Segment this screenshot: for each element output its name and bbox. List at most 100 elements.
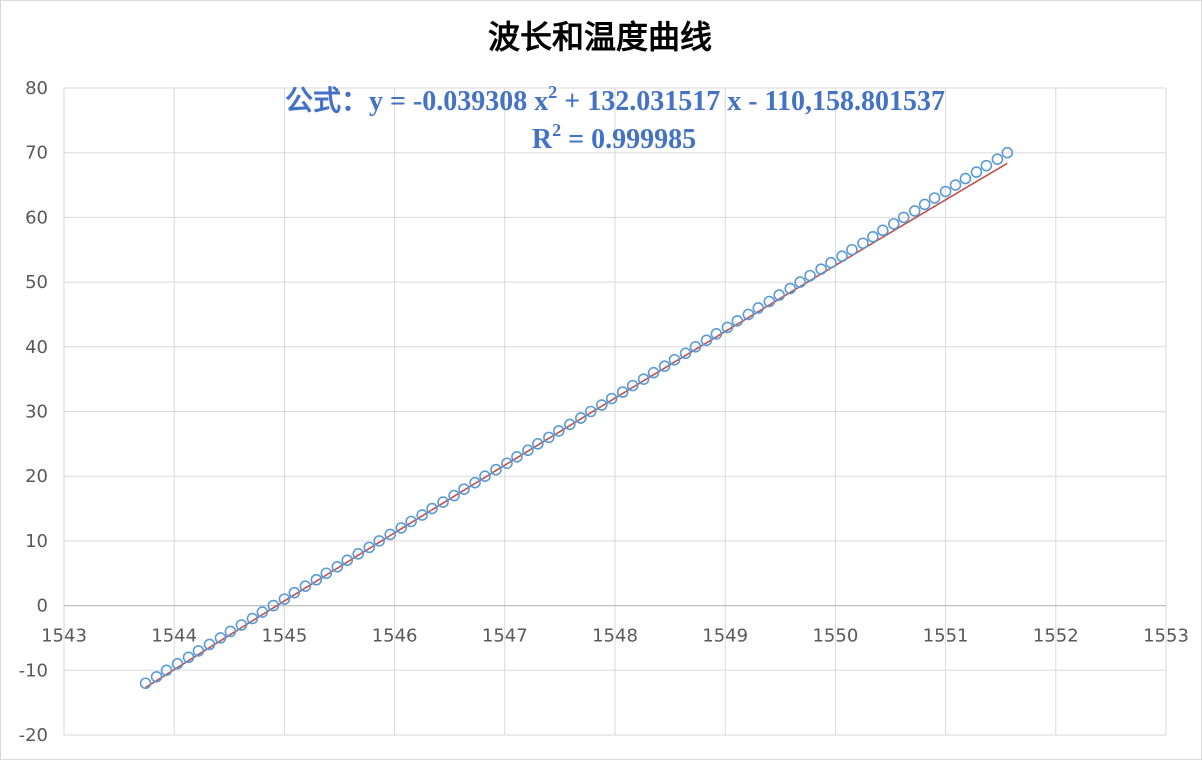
data-point — [373, 535, 385, 547]
y-tick-label: 60 — [25, 207, 48, 228]
y-tick-label: 20 — [25, 466, 48, 487]
data-point — [846, 243, 858, 256]
data-point — [267, 599, 280, 612]
data-point — [543, 431, 555, 444]
data-point — [991, 153, 1004, 165]
y-tick-label: -20 — [19, 725, 48, 746]
data-point — [575, 412, 587, 424]
data-point — [437, 496, 449, 508]
data-point — [405, 515, 417, 528]
data-point — [256, 606, 269, 618]
data-point — [637, 373, 650, 385]
data-point — [511, 450, 523, 463]
data-point — [752, 302, 765, 314]
x-tick-label: 1544 — [151, 626, 197, 647]
data-point — [235, 619, 248, 631]
data-point — [710, 328, 723, 340]
data-point — [522, 444, 534, 457]
data-point — [815, 263, 827, 275]
y-tick-labels: -20 -10 0 10 20 30 40 50 60 70 80 — [19, 78, 48, 746]
data-point — [742, 308, 755, 321]
data-point — [605, 392, 618, 405]
data-point — [908, 205, 921, 217]
data-point — [160, 664, 173, 677]
data-point — [214, 632, 227, 644]
data-point — [150, 670, 163, 683]
data-point — [341, 554, 354, 567]
data-points — [139, 146, 1014, 690]
x-tick-label: 1551 — [923, 626, 969, 647]
data-point — [171, 658, 184, 670]
data-point — [384, 528, 396, 541]
x-tick-label: 1550 — [812, 626, 858, 647]
data-point — [288, 586, 301, 599]
data-point — [182, 651, 195, 664]
data-point — [857, 237, 869, 250]
data-point — [501, 457, 513, 470]
data-point — [278, 593, 291, 605]
data-point — [490, 463, 502, 476]
equation-suffix: + 132.031517 x - 110,158.801537 — [557, 86, 945, 117]
data-point — [876, 224, 889, 237]
x-tick-label: 1543 — [41, 626, 87, 647]
x-tick-label: 1553 — [1143, 626, 1189, 647]
data-point — [1001, 146, 1014, 159]
data-point — [363, 541, 376, 554]
chart-title: 波长和温度曲线 — [488, 18, 712, 56]
data-point — [918, 198, 931, 211]
data-point — [784, 282, 797, 295]
data-point — [647, 366, 660, 379]
y-tick-label: 30 — [25, 402, 48, 423]
data-point — [552, 425, 565, 437]
data-point — [689, 340, 702, 353]
grid — [63, 87, 1167, 736]
data-point — [836, 250, 848, 263]
data-point — [139, 677, 152, 690]
data-point — [203, 638, 216, 651]
data-point — [970, 166, 983, 178]
data-point — [825, 256, 837, 269]
data-point — [763, 295, 776, 308]
data-point — [616, 386, 629, 398]
data-point — [773, 289, 785, 301]
x-tick-label: 1548 — [592, 626, 638, 647]
data-point — [299, 580, 312, 592]
data-point — [224, 625, 237, 638]
data-point — [595, 399, 608, 411]
data-point — [246, 612, 259, 625]
equation-prefix: 公式：y = -0.039308 x — [285, 85, 548, 117]
data-point — [469, 476, 481, 489]
r-squared-label: R2 = 0.999985 — [532, 120, 696, 155]
y-tick-label: 0 — [37, 596, 48, 617]
data-point — [658, 360, 671, 373]
x-tick-label: 1547 — [482, 626, 528, 647]
r2-superscript: 2 — [552, 120, 561, 140]
data-point — [949, 179, 962, 191]
x-tick-label: 1549 — [702, 626, 748, 647]
data-point — [584, 405, 597, 418]
data-point — [352, 548, 365, 560]
data-point — [897, 211, 910, 224]
data-point — [416, 509, 428, 521]
data-point — [888, 218, 900, 230]
data-point — [331, 560, 344, 573]
y-tick-label: 50 — [25, 272, 48, 293]
data-point — [867, 231, 879, 243]
x-tick-label: 1546 — [372, 626, 418, 647]
x-tick-label: 1552 — [1033, 626, 1079, 647]
data-point — [939, 185, 952, 198]
trendline — [145, 162, 1008, 689]
data-point — [804, 269, 816, 282]
y-tick-label: 80 — [25, 78, 48, 99]
y-tick-label: 10 — [25, 531, 48, 552]
data-point — [448, 489, 460, 502]
x-tick-label: 1545 — [261, 626, 307, 647]
data-point — [794, 276, 806, 288]
equation-superscript: 2 — [548, 82, 557, 102]
data-point — [731, 315, 744, 327]
data-point — [310, 573, 323, 586]
data-point — [564, 418, 576, 431]
r2-prefix: R — [532, 124, 553, 155]
data-point — [532, 438, 544, 450]
